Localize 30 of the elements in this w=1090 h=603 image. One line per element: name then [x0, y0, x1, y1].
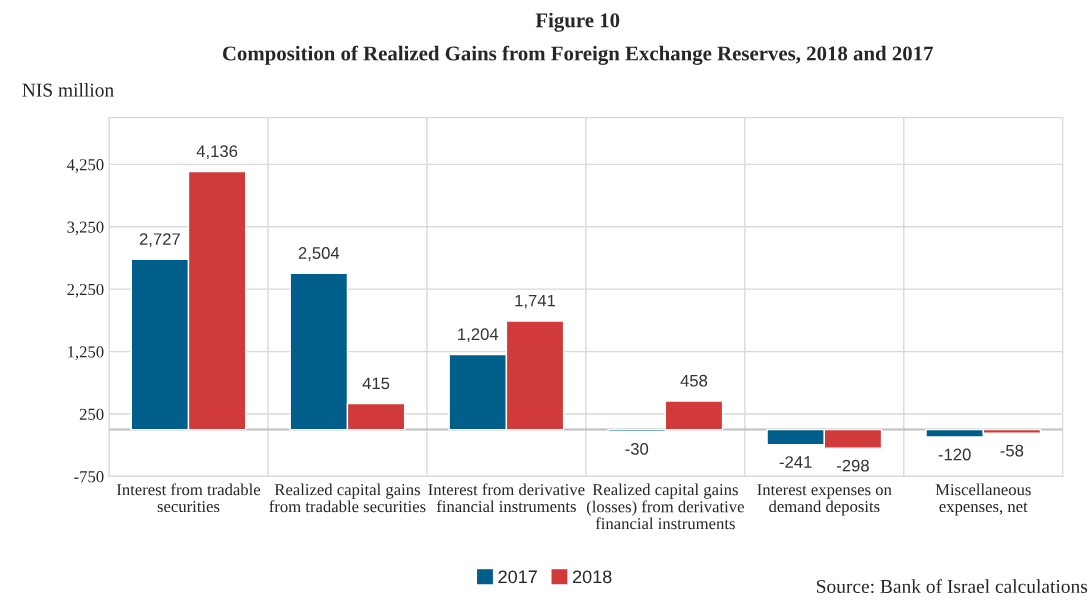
x-tick-label: Interest from tradable securities: [116, 483, 261, 513]
chart-subtitle: Composition of Realized Gains from Foreign Exchange Reserves, 2018 and 2017: [222, 45, 933, 65]
data-label: -30: [625, 443, 649, 455]
x-tick-label: Interest expenses on demand deposits: [757, 484, 892, 516]
y-tick-label: 4,250: [66, 159, 104, 173]
y-tick-label: 2,250: [67, 283, 104, 298]
y-tick-label: 250: [79, 408, 104, 420]
data-label: 1,741: [515, 294, 556, 309]
data-label: -298: [836, 459, 869, 472]
data-label: 1,204: [458, 328, 499, 343]
data-label: -241: [779, 456, 812, 468]
data-label: 2,504: [298, 247, 340, 261]
x-tick-label: Realized capital gains from tradable securities: [269, 483, 426, 513]
y-axis-title: NIS million: [22, 82, 114, 97]
x-tick-label: Miscellaneous expenses, net: [935, 483, 1031, 516]
legend-label: 2017: [498, 570, 537, 584]
data-label: 4,136: [196, 145, 238, 160]
y-tick-label: 3,250: [67, 221, 104, 236]
x-tick-label: Interest from derivative financial instruments: [428, 483, 585, 513]
data-label: 2,727: [139, 233, 180, 247]
chart-title: Figure 10: [535, 12, 620, 32]
y-tick-label: -750: [74, 471, 104, 483]
y-tick-label: 1,250: [68, 346, 104, 360]
data-label: 458: [680, 374, 708, 387]
source-note: Source: Bank of Israel calculations: [816, 579, 1088, 594]
data-label: -120: [938, 448, 971, 461]
data-label: 415: [362, 377, 390, 390]
data-label: -58: [1000, 444, 1024, 457]
x-tick-label: Realized capital gains (losses) from derivative financial instruments: [586, 483, 744, 530]
legend-label: 2018: [572, 570, 612, 584]
